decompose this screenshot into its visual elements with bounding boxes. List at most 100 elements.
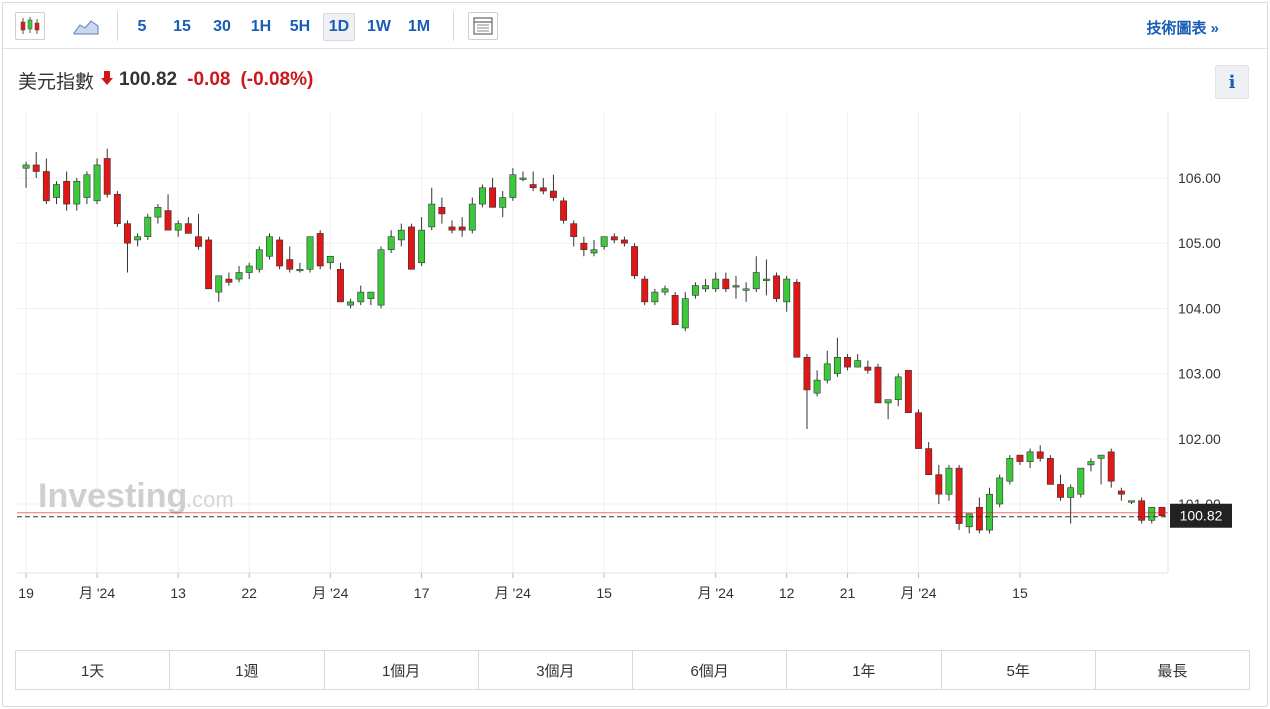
period-selector: 1天 1週 1個月 3個月 6個月 1年 5年 最長 — [15, 650, 1250, 690]
candle — [1087, 458, 1095, 472]
candle-body — [1117, 490, 1125, 495]
candle-body — [266, 236, 273, 257]
candle — [428, 187, 436, 231]
candle — [53, 181, 60, 205]
x-tick-label: 22 — [241, 585, 257, 601]
period-max[interactable]: 最長 — [1157, 662, 1188, 680]
candle-body — [986, 493, 993, 531]
candle — [337, 262, 344, 303]
candle-body — [195, 236, 202, 247]
candle — [397, 223, 405, 247]
candle-body — [570, 223, 578, 237]
period-1d[interactable]: 1天 — [16, 651, 171, 689]
candle-body — [225, 278, 233, 283]
candle — [184, 217, 192, 234]
candle — [854, 354, 862, 368]
chart-layout-icon[interactable] — [468, 12, 498, 40]
interval-1d[interactable]: 1D — [323, 13, 355, 41]
interval-1m[interactable]: 1M — [407, 18, 431, 35]
candle — [347, 298, 355, 309]
x-tick-label: 月 '24 — [900, 585, 936, 601]
candle — [458, 217, 466, 237]
candle — [955, 464, 963, 531]
watermark-brand: Investing — [38, 477, 187, 515]
interval-5h[interactable]: 5H — [289, 18, 311, 35]
price-chart[interactable]: Investing .com 106.00 105.00 104.00 103.00 1… — [0, 0, 1270, 640]
candle-body — [1046, 458, 1054, 485]
candle-body — [854, 360, 862, 368]
candle-body — [935, 474, 943, 495]
candle-body — [428, 203, 436, 228]
instrument-header: 美元指數 100.82 -0.08 (-0.08%) — [18, 65, 313, 95]
candle — [600, 236, 608, 250]
period-1y[interactable]: 1年 — [787, 651, 942, 689]
candle — [620, 236, 628, 247]
toolbar-divider — [117, 11, 118, 41]
interval-15[interactable]: 15 — [173, 18, 191, 35]
candle-body — [357, 291, 365, 303]
period-6m[interactable]: 6個月 — [633, 651, 788, 689]
candle — [844, 354, 851, 371]
interval-1h[interactable]: 1H — [250, 18, 272, 35]
candle-body — [773, 275, 780, 299]
period-1w[interactable]: 1週 — [170, 651, 325, 689]
period-1m[interactable]: 1個月 — [325, 651, 479, 689]
x-tick-label: 15 — [1012, 585, 1028, 601]
candle — [468, 197, 476, 234]
candle-body — [651, 291, 659, 303]
candle-body — [529, 184, 537, 189]
candle — [773, 272, 780, 302]
candle-body — [1006, 458, 1014, 482]
candle-body — [884, 399, 892, 404]
candle-body — [408, 226, 415, 270]
candle — [286, 246, 294, 273]
info-icon[interactable]: i — [1215, 65, 1249, 99]
candle-body — [915, 412, 922, 449]
candle — [925, 442, 933, 475]
candle — [975, 497, 983, 534]
watermark-suffix: .com — [186, 487, 234, 512]
candle — [1006, 455, 1014, 485]
candle — [367, 291, 375, 306]
candle — [164, 194, 172, 231]
candle-body — [620, 239, 628, 244]
x-tick-label: 月 '24 — [698, 585, 734, 601]
candle-body — [996, 477, 1004, 505]
candle — [752, 256, 760, 293]
candle — [387, 230, 395, 253]
candle — [813, 370, 821, 397]
candle — [195, 213, 202, 250]
last-price-marker: 100.82 — [17, 503, 1232, 528]
period-3m[interactable]: 3個月 — [479, 651, 633, 689]
interval-1w[interactable]: 1W — [367, 18, 391, 35]
candle — [610, 233, 618, 244]
candle — [225, 272, 233, 286]
candle-body — [600, 236, 608, 247]
candle-body — [925, 448, 933, 475]
candle — [712, 272, 720, 293]
candle — [681, 292, 689, 332]
candle-body — [691, 285, 699, 296]
candle — [418, 217, 426, 267]
candle — [945, 464, 953, 501]
candle — [22, 161, 30, 188]
candle — [996, 474, 1004, 508]
candle — [296, 262, 304, 273]
x-tick-label: 15 — [596, 585, 612, 601]
candle-body — [844, 356, 851, 368]
candle — [986, 487, 993, 534]
interval-30[interactable]: 30 — [213, 18, 231, 35]
candle — [722, 272, 730, 293]
candle-body — [1128, 500, 1135, 503]
interval-5[interactable]: 5 — [137, 18, 147, 35]
candle — [631, 243, 639, 280]
area-chart-icon[interactable] — [69, 12, 103, 40]
candle — [1036, 445, 1044, 462]
candle-body — [864, 366, 872, 371]
period-5y[interactable]: 5年 — [942, 651, 1096, 689]
candle-body — [742, 288, 750, 291]
candle-body — [1057, 484, 1064, 498]
candle-body — [539, 187, 547, 192]
technical-chart-link[interactable]: 技術圖表 » — [1146, 20, 1219, 37]
candlestick-chart-icon[interactable] — [15, 12, 45, 40]
